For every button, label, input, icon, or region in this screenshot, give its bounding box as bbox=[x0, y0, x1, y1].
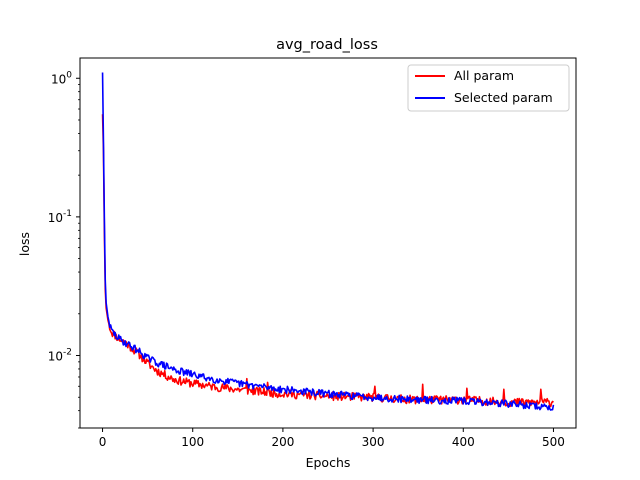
x-axis-label: Epochs bbox=[306, 455, 351, 470]
x-tick-label: 0 bbox=[99, 435, 107, 449]
chart-title: avg_road_loss bbox=[276, 37, 378, 53]
plot-area bbox=[79, 57, 577, 429]
y-axis-label: loss bbox=[17, 232, 32, 256]
legend: All param Selected param bbox=[407, 64, 570, 112]
series-layer bbox=[101, 72, 555, 411]
x-tick-label: 200 bbox=[271, 435, 294, 449]
x-tick-label: 100 bbox=[181, 435, 204, 449]
series-line-selected-param bbox=[101, 72, 555, 411]
plot-frame bbox=[79, 57, 577, 429]
x-axis: 0 100 200 300 400 500 bbox=[99, 428, 565, 449]
legend-label-selected-param: Selected param bbox=[454, 90, 553, 105]
legend-box bbox=[407, 64, 570, 112]
x-tick-label: 500 bbox=[542, 435, 565, 449]
legend-label-all-param: All param bbox=[454, 68, 514, 83]
x-tick-label: 400 bbox=[452, 435, 475, 449]
x-tick-label: 300 bbox=[362, 435, 385, 449]
